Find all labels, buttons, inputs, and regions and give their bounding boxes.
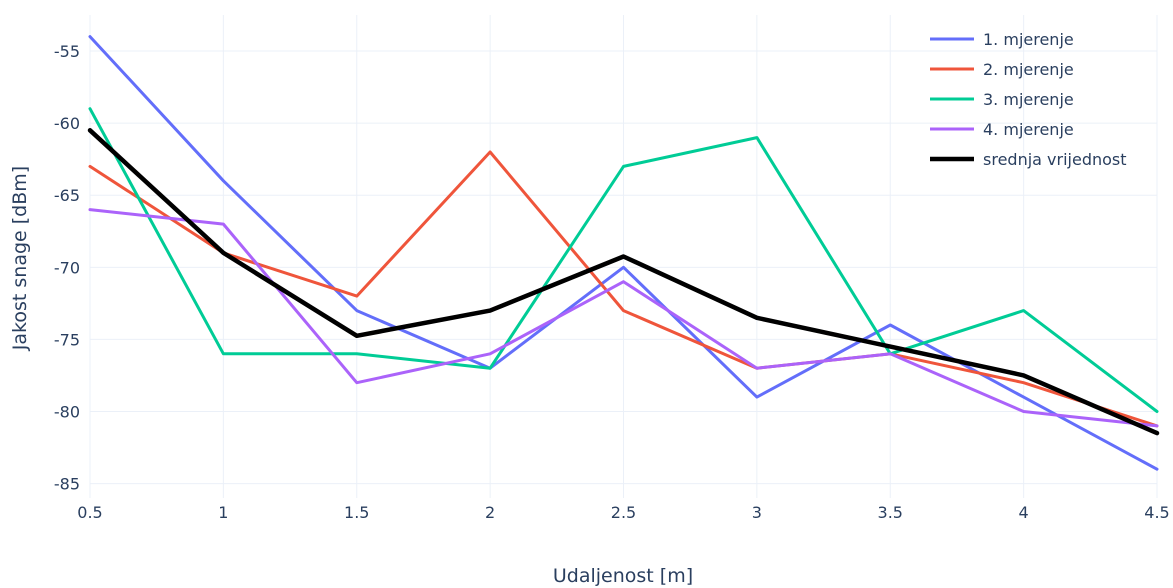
y-tick-label: -70 xyxy=(54,258,80,277)
legend-item[interactable]: 2. mjerenje xyxy=(930,60,1074,79)
x-axis-title: Udaljenost [m] xyxy=(553,565,693,587)
y-axis-title: Jakost snage [dBm] xyxy=(9,166,31,351)
x-tick-label: 3 xyxy=(752,503,762,522)
legend-label: 2. mjerenje xyxy=(983,60,1074,79)
series-line-4 xyxy=(88,208,1159,428)
legend-label: srednja vrijednost xyxy=(983,150,1127,169)
y-tick-label: -75 xyxy=(54,330,80,349)
x-tick-label: 3.5 xyxy=(878,503,903,522)
x-tick-label: 4.5 xyxy=(1144,503,1169,522)
series-lines xyxy=(87,35,1160,471)
legend-label: 3. mjerenje xyxy=(983,90,1074,109)
legend-label: 4. mjerenje xyxy=(983,120,1074,139)
y-tick-label: -55 xyxy=(54,42,80,61)
legend-label: 1. mjerenje xyxy=(983,30,1074,49)
x-axis-ticks: 0.5 1 1.5 2 2.5 3 3.5 4 4.5 xyxy=(77,503,1169,522)
x-tick-label: 4 xyxy=(1019,503,1029,522)
x-tick-label: 2 xyxy=(485,503,495,522)
series-line-3 xyxy=(88,107,1159,413)
legend-item[interactable]: 1. mjerenje xyxy=(930,30,1074,49)
y-tick-label: -65 xyxy=(54,186,80,205)
y-tick-label: -80 xyxy=(54,402,80,421)
y-tick-label: -60 xyxy=(54,114,80,133)
series-line-2 xyxy=(88,150,1159,428)
legend-item[interactable]: 3. mjerenje xyxy=(930,90,1074,109)
x-tick-label: 2.5 xyxy=(611,503,636,522)
x-tick-label: 0.5 xyxy=(77,503,102,522)
y-tick-label: -85 xyxy=(54,475,80,494)
y-axis-ticks: -55 -60 -65 -70 -75 -80 -85 xyxy=(54,42,80,494)
x-tick-label: 1.5 xyxy=(344,503,369,522)
legend-item[interactable]: srednja vrijednost xyxy=(930,150,1127,169)
x-tick-label: 1 xyxy=(218,503,228,522)
legend-item[interactable]: 4. mjerenje xyxy=(930,120,1074,139)
series-line-5 xyxy=(87,128,1160,436)
legend[interactable]: 1. mjerenje 2. mjerenje 3. mjerenje 4. mjer… xyxy=(930,30,1127,169)
